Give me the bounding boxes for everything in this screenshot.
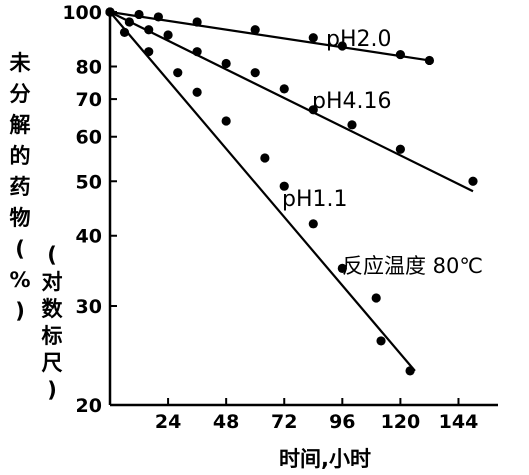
y-ticks: 20 30 40 50 60 70 80 100 bbox=[62, 2, 117, 417]
axis-title-char: 解 bbox=[10, 113, 31, 137]
axis-title-char: 对 bbox=[42, 270, 63, 294]
data-point bbox=[279, 84, 289, 94]
axis-title-char: 未 bbox=[10, 51, 31, 75]
data-point bbox=[250, 25, 260, 35]
data-point bbox=[308, 33, 318, 43]
data-point bbox=[468, 176, 478, 186]
data-point bbox=[173, 68, 183, 78]
y-tick-label: 70 bbox=[76, 89, 102, 111]
data-point bbox=[279, 181, 289, 191]
y-tick-label: 60 bbox=[76, 127, 102, 149]
axis-title-char: ) bbox=[15, 299, 25, 323]
axis-title-char: ( bbox=[15, 237, 25, 261]
data-point bbox=[144, 47, 154, 57]
axis-title-char: ( bbox=[47, 243, 57, 267]
x-tick-label: 72 bbox=[271, 411, 297, 433]
series-label-2: pH1.1 bbox=[282, 187, 348, 212]
data-point bbox=[395, 144, 405, 154]
data-point bbox=[405, 366, 415, 376]
y-tick-label: 50 bbox=[76, 171, 102, 193]
axis-title-char: 尺 bbox=[42, 351, 63, 375]
data-point bbox=[105, 7, 115, 17]
x-tick-label: 96 bbox=[329, 411, 355, 433]
data-point bbox=[308, 105, 318, 115]
axis-title-char: 药 bbox=[10, 175, 31, 199]
axis-title-char: 数 bbox=[42, 297, 64, 321]
data-point bbox=[337, 41, 347, 51]
data-point bbox=[308, 219, 318, 229]
data-point bbox=[347, 120, 357, 130]
x-tick-label: 144 bbox=[439, 411, 479, 433]
data-point bbox=[260, 153, 270, 163]
fit-line-series-0 bbox=[109, 10, 430, 62]
y-tick-label: 80 bbox=[76, 56, 102, 78]
data-point bbox=[124, 17, 134, 27]
data-point bbox=[192, 87, 202, 97]
data-point bbox=[337, 263, 347, 273]
fit-line-series-1 bbox=[109, 11, 474, 193]
x-tick-label: 48 bbox=[213, 411, 239, 433]
data-point bbox=[376, 336, 386, 346]
data-point bbox=[192, 47, 202, 57]
y-tick-label: 30 bbox=[76, 296, 102, 318]
data-point bbox=[153, 12, 163, 22]
data-point bbox=[134, 9, 144, 20]
series-label-0: pH2.0 bbox=[326, 27, 392, 52]
data-point bbox=[424, 55, 435, 66]
y-tick-label: 20 bbox=[76, 395, 102, 417]
fit-line-series-2 bbox=[109, 11, 416, 372]
data-point bbox=[250, 68, 260, 78]
x-tick-label: 24 bbox=[155, 411, 181, 433]
axis-title-char: % bbox=[9, 268, 30, 292]
data-point bbox=[163, 30, 173, 40]
data-point bbox=[395, 49, 405, 60]
axis-title-char: 的 bbox=[10, 144, 31, 168]
y-tick-label: 100 bbox=[62, 2, 102, 24]
y-tick-label: 40 bbox=[76, 226, 102, 248]
data-point bbox=[192, 17, 202, 27]
data-point bbox=[119, 27, 130, 37]
data-point bbox=[221, 58, 231, 69]
data-point bbox=[144, 25, 154, 35]
x-tick-label: 120 bbox=[381, 411, 421, 433]
x-axis-title: 时间,小时 bbox=[279, 447, 371, 471]
axis-title-char: 标 bbox=[42, 324, 63, 348]
axis-title-char: ) bbox=[47, 378, 57, 402]
data-point bbox=[221, 116, 231, 126]
data-points bbox=[105, 7, 478, 376]
x-ticks: 24 48 72 96 120 144 bbox=[155, 398, 478, 433]
data-point bbox=[371, 293, 381, 303]
axis-title-char: 物 bbox=[10, 206, 31, 230]
series-labels: pH2.0 pH4.16 pH1.1 bbox=[282, 27, 392, 212]
series-label-1: pH4.16 bbox=[312, 89, 392, 114]
axis-title-char: 分 bbox=[10, 82, 31, 106]
fit-lines bbox=[109, 10, 474, 372]
annotation-temperature: 反应温度 80℃ bbox=[342, 254, 483, 278]
axes bbox=[108, 12, 498, 407]
